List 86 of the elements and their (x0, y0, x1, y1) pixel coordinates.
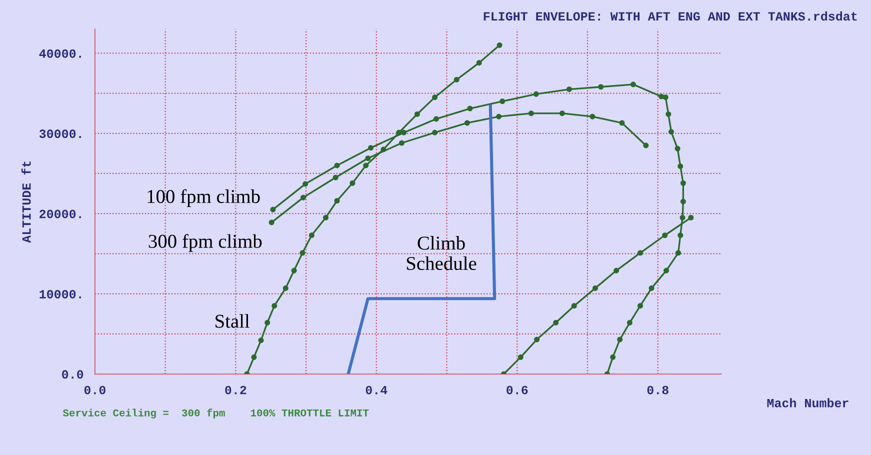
point (467, 106, 473, 112)
point (688, 214, 694, 220)
point (534, 336, 540, 342)
point (680, 180, 686, 186)
point (268, 220, 274, 226)
x-tick-label: 0.4 (366, 386, 388, 394)
y-tick-label: 40000. (39, 49, 81, 58)
point (282, 285, 288, 291)
point (432, 94, 438, 100)
x-axis-title: Mach Number (767, 398, 848, 408)
annotation: Stall (216, 314, 250, 328)
point (610, 354, 616, 360)
annotation: 300 fpm climb (148, 234, 262, 252)
point (658, 94, 664, 100)
point (619, 120, 625, 126)
point (464, 120, 470, 126)
point (363, 162, 369, 168)
point (334, 198, 340, 204)
point (476, 60, 482, 66)
point (626, 320, 632, 326)
point (630, 82, 636, 88)
point (251, 354, 257, 360)
point (496, 114, 502, 120)
point (291, 268, 297, 274)
point (614, 268, 620, 274)
point (258, 338, 264, 344)
point (668, 129, 674, 135)
point (590, 114, 596, 120)
point (678, 163, 684, 170)
point (300, 194, 306, 200)
point (637, 303, 644, 309)
point (571, 303, 577, 309)
point (518, 354, 524, 360)
point (598, 84, 604, 90)
annotation: 100 fpm climb (148, 189, 260, 208)
point (432, 130, 438, 136)
point (272, 303, 278, 309)
x-tick-label: 0.0 (84, 386, 106, 394)
point (365, 155, 371, 162)
point (264, 320, 270, 326)
point (454, 76, 460, 82)
point (553, 320, 559, 326)
y-tick-label: 20000. (40, 210, 81, 218)
x-tick-label: 0.2 (225, 386, 246, 394)
point (528, 110, 534, 116)
text: Service Ceiling = 300 fpm 100% THROTTLE LIMIT (62, 408, 369, 419)
point (322, 214, 329, 220)
point (680, 214, 686, 220)
point (662, 94, 668, 100)
point (662, 232, 668, 238)
chart-title: FLIGHT ENVELOPE: WITH AFT ENG AND EXT TANKS.rdsdat (484, 11, 857, 21)
y-tick-label: 10000. (40, 290, 81, 298)
annotation: Climb Schedule (406, 236, 476, 270)
point (368, 145, 374, 151)
x-tick-label: 0.6 (506, 386, 528, 394)
x-tick-label: 0.8 (647, 386, 668, 394)
point (674, 146, 680, 152)
point (666, 111, 672, 117)
point (500, 98, 506, 104)
point (559, 110, 565, 116)
point (414, 111, 420, 117)
point (308, 232, 314, 238)
y-axis-title: ALTITUDE ft (21, 161, 31, 243)
point (398, 140, 405, 146)
point (592, 285, 598, 291)
point (433, 116, 439, 122)
point (643, 142, 649, 148)
point (648, 285, 654, 291)
point (300, 250, 306, 256)
point (566, 86, 572, 92)
point (350, 180, 356, 186)
y-tick-label: 30000. (39, 130, 81, 138)
point (637, 250, 644, 256)
point (680, 198, 686, 204)
point (664, 268, 670, 274)
point (332, 174, 338, 180)
point (617, 336, 623, 342)
point (678, 232, 684, 238)
point (675, 250, 682, 256)
point (302, 181, 308, 187)
point (496, 42, 502, 48)
point (334, 162, 340, 168)
point (270, 206, 276, 212)
y-tick-label: 0.0 (62, 370, 84, 379)
point (401, 130, 407, 136)
point (533, 91, 539, 97)
